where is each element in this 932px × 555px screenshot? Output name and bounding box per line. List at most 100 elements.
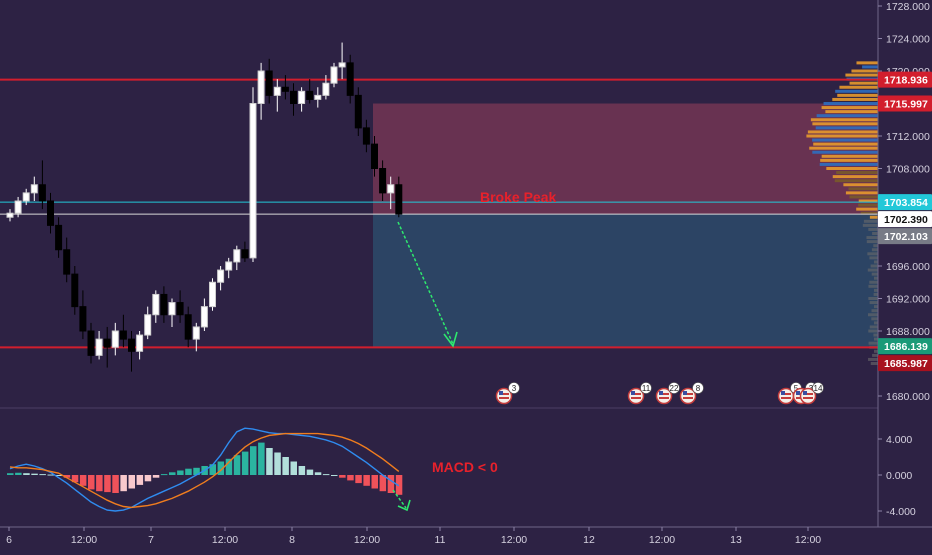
flag-stripe-icon	[659, 397, 669, 399]
macd-histogram-bar	[355, 475, 362, 484]
candle-body	[128, 338, 135, 352]
volume-profile-bar	[868, 297, 878, 300]
price-label-tag	[878, 355, 932, 372]
macd-histogram-bar	[23, 473, 30, 475]
flag-stripe-icon	[631, 393, 641, 395]
candle-body	[322, 82, 330, 96]
volume-profile-bar	[821, 106, 878, 110]
macd-line	[9, 427, 400, 512]
price-tick-label: 1680.000	[886, 391, 930, 403]
volume-profile-bar	[856, 207, 878, 211]
event-badge[interactable]: 8	[679, 382, 704, 405]
candles	[6, 42, 403, 372]
broke-peak-annotation: Broke Peak	[480, 189, 556, 205]
price-label-text: 1702.103	[884, 231, 928, 243]
badge-count: 8	[696, 384, 701, 393]
volume-profile-bar	[873, 333, 878, 337]
horizontal-levels[interactable]	[0, 78, 878, 349]
price-label-tag	[878, 211, 932, 228]
macd-histogram-bar	[104, 475, 111, 493]
volume-profile-bar	[836, 171, 878, 175]
price-axis-labels: 1718.936 1715.997 1703.854 1702.390 1702.103…	[878, 71, 932, 372]
flag-stripe-icon	[803, 397, 813, 399]
time-tick-label: 8	[289, 534, 295, 546]
macd-histogram-bar	[112, 475, 119, 493]
candle-body	[55, 224, 63, 251]
candle-body	[22, 192, 30, 202]
macd-histogram-bar	[169, 472, 176, 475]
volume-profile-bar	[868, 284, 878, 288]
event-badge[interactable]: 22	[655, 382, 680, 405]
macd-down-arrow	[392, 489, 411, 512]
price-axis[interactable]	[878, 0, 932, 550]
volume-profile-bar	[809, 146, 878, 150]
candle-body	[87, 330, 95, 356]
volume-profile-bar	[868, 227, 878, 231]
badge-count: 11	[642, 384, 651, 393]
arrow-shaft	[397, 221, 454, 345]
volume-profile-bar	[872, 353, 878, 357]
event-badge[interactable]: 3	[495, 382, 520, 405]
volume-profile-bar	[869, 256, 878, 260]
volume-profile-bar	[869, 215, 878, 219]
macd-histogram-bar	[47, 474, 54, 476]
target-zone	[373, 214, 878, 348]
macd-histogram-bar	[88, 475, 95, 490]
macd-histogram-bar	[233, 455, 241, 475]
candle-body	[6, 212, 14, 218]
candle-body	[14, 200, 22, 214]
volume-profile-bar	[856, 61, 878, 65]
volume-profile-bar	[812, 138, 878, 142]
candle-body	[200, 306, 208, 328]
volume-profile-bar	[871, 309, 878, 313]
candle-body	[144, 314, 152, 336]
signal-line	[9, 432, 400, 509]
macd-histogram-bar	[339, 475, 346, 478]
macd-histogram-bar	[274, 452, 281, 475]
volume-profile-bar	[874, 260, 878, 264]
flag-stripe-icon	[631, 397, 641, 399]
macd-histogram-bar	[96, 475, 103, 492]
badge-count: 22	[670, 384, 679, 393]
volume-profile-bar	[868, 329, 878, 333]
macd-histogram-bar	[217, 461, 225, 475]
macd-histogram-bar	[306, 469, 314, 475]
candle-body	[387, 184, 395, 194]
volume-profile-bar	[869, 301, 878, 305]
candle-body	[371, 143, 378, 169]
event-badges[interactable]: 3112285314	[495, 382, 824, 405]
candle-body	[314, 94, 322, 100]
macd-histogram-bar	[15, 472, 22, 475]
candle-body	[338, 62, 346, 68]
time-tick-label: 12:00	[354, 534, 380, 546]
volume-profile-bar	[874, 276, 878, 280]
badge-count: 5	[794, 384, 799, 393]
flag-canton-icon	[683, 391, 687, 395]
price-label-tag	[878, 338, 932, 355]
macd-histogram-bar	[290, 461, 297, 475]
macd-histogram-bar	[331, 475, 338, 476]
volume-profile-bar	[874, 337, 878, 341]
event-badge[interactable]: 11	[627, 382, 652, 405]
flag-canton-icon	[781, 391, 785, 395]
macd-histogram-bar	[314, 472, 322, 475]
macd-tick-label: -4.000	[886, 506, 916, 518]
volume-profile-bar	[871, 248, 878, 252]
macd-histogram-bar	[209, 464, 216, 475]
arrow-shaft	[392, 489, 407, 509]
macd-axis-ticks: 4.000 0.000 -4.000	[878, 434, 916, 518]
volume-profile-bar	[858, 203, 878, 207]
candle-body	[71, 273, 79, 308]
volume-profile-bar	[816, 114, 878, 118]
candle-body	[395, 184, 403, 215]
time-axis[interactable]: 6 12:00 7 12:00 8 12:00 11 12:00 12 12:00 13 12:00	[6, 527, 821, 546]
volume-profile-bar	[843, 183, 878, 187]
candle-body	[298, 90, 306, 104]
flag-stripe-icon	[683, 393, 693, 395]
event-badge[interactable]: 14	[799, 382, 824, 405]
flag-canton-icon	[796, 391, 800, 395]
volume-profile-bar	[866, 240, 878, 244]
price-tick-label: 1712.000	[886, 131, 930, 143]
